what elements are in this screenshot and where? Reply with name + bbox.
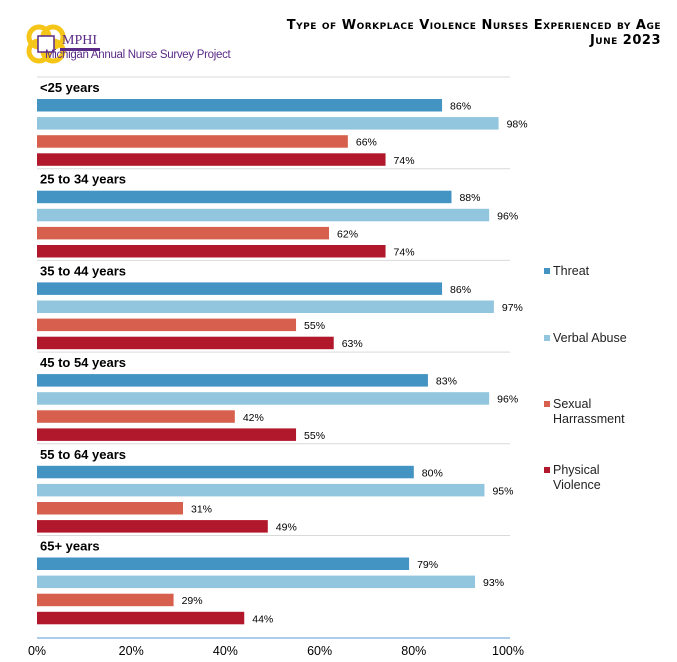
bar-threat bbox=[37, 557, 410, 570]
bar-physical-violence bbox=[37, 428, 297, 441]
x-tick-label: 100% bbox=[492, 644, 524, 658]
chart-subtitle: June 2023 bbox=[589, 33, 661, 48]
data-label: 42% bbox=[243, 412, 264, 424]
legend-swatch bbox=[544, 268, 550, 274]
bar-physical-violence bbox=[37, 245, 386, 258]
chart-title-block: Type of Workplace Violence Nurses Experi… bbox=[287, 18, 661, 48]
bar-sexual-harrassment bbox=[37, 502, 184, 515]
category-label: 65+ years bbox=[40, 539, 100, 554]
mphi-logo-icon bbox=[26, 24, 66, 64]
data-label: 74% bbox=[394, 247, 415, 259]
data-label: 93% bbox=[483, 577, 504, 589]
logo-name: MPHI bbox=[62, 33, 98, 48]
bar-verbal-abuse bbox=[37, 575, 476, 589]
category-label: 35 to 44 years bbox=[40, 263, 126, 278]
data-label: 55% bbox=[304, 320, 325, 332]
legend-swatch bbox=[544, 401, 550, 407]
bar-verbal-abuse bbox=[37, 208, 490, 222]
data-label: 96% bbox=[497, 394, 518, 406]
legend-label-sexual-harrassment: Sexual Harrassment bbox=[553, 397, 625, 426]
data-label: 55% bbox=[304, 430, 325, 442]
data-label: 95% bbox=[492, 485, 513, 497]
bar-sexual-harrassment bbox=[37, 226, 330, 240]
data-label: 79% bbox=[417, 559, 438, 571]
bar-sexual-harrassment bbox=[37, 593, 174, 607]
data-label: 86% bbox=[450, 101, 471, 113]
x-tick-label: 60% bbox=[307, 644, 332, 658]
category-label: <25 years bbox=[40, 80, 100, 95]
legend-label-threat: Threat bbox=[553, 264, 590, 278]
data-label: 96% bbox=[497, 210, 518, 222]
data-label: 62% bbox=[337, 228, 358, 240]
data-label: 49% bbox=[276, 522, 297, 534]
category-label: 25 to 34 years bbox=[40, 172, 126, 187]
data-label: 31% bbox=[191, 504, 212, 516]
category-label: 45 to 54 years bbox=[40, 355, 126, 370]
bar-physical-violence bbox=[37, 611, 245, 625]
bar-verbal-abuse bbox=[37, 117, 499, 130]
data-label: 80% bbox=[422, 467, 443, 479]
bar-threat bbox=[37, 282, 443, 295]
bar-threat bbox=[37, 190, 452, 204]
category-label: 55 to 64 years bbox=[40, 447, 126, 462]
data-label: 44% bbox=[252, 613, 273, 625]
data-label: 97% bbox=[502, 302, 523, 314]
bar-sexual-harrassment bbox=[37, 135, 348, 148]
data-label: 98% bbox=[507, 119, 528, 131]
chart-title: Type of Workplace Violence Nurses Experi… bbox=[286, 18, 661, 33]
bar-sexual-harrassment bbox=[37, 410, 235, 423]
x-tick-label: 80% bbox=[401, 644, 426, 658]
bar-verbal-abuse bbox=[37, 392, 490, 405]
data-label: 86% bbox=[450, 284, 471, 296]
logo-subtitle: Michigan Annual Nurse Survey Project bbox=[45, 49, 231, 61]
bar-physical-violence bbox=[37, 153, 386, 166]
bar-threat bbox=[37, 465, 414, 479]
bar-threat bbox=[37, 374, 428, 387]
logo-underline bbox=[60, 48, 100, 51]
legend-label-physical-violence: Physical Violence bbox=[553, 463, 601, 492]
x-tick-label: 0% bbox=[28, 644, 46, 658]
bar-verbal-abuse bbox=[37, 300, 494, 313]
bar-sexual-harrassment bbox=[37, 318, 297, 332]
data-label: 83% bbox=[436, 376, 457, 388]
data-label: 88% bbox=[459, 192, 480, 204]
legend-swatch bbox=[544, 335, 550, 341]
bar-physical-violence bbox=[37, 336, 334, 350]
data-label: 74% bbox=[394, 155, 415, 167]
x-tick-label: 20% bbox=[119, 644, 144, 658]
data-label: 29% bbox=[182, 595, 203, 607]
bar-physical-violence bbox=[37, 520, 268, 533]
data-label: 63% bbox=[342, 338, 363, 350]
data-label: 66% bbox=[356, 137, 377, 149]
bar-threat bbox=[37, 99, 443, 112]
x-tick-label: 40% bbox=[213, 644, 238, 658]
legend-swatch bbox=[544, 467, 550, 473]
bar-verbal-abuse bbox=[37, 483, 485, 497]
legend-label-verbal-abuse: Verbal Abuse bbox=[553, 331, 627, 345]
